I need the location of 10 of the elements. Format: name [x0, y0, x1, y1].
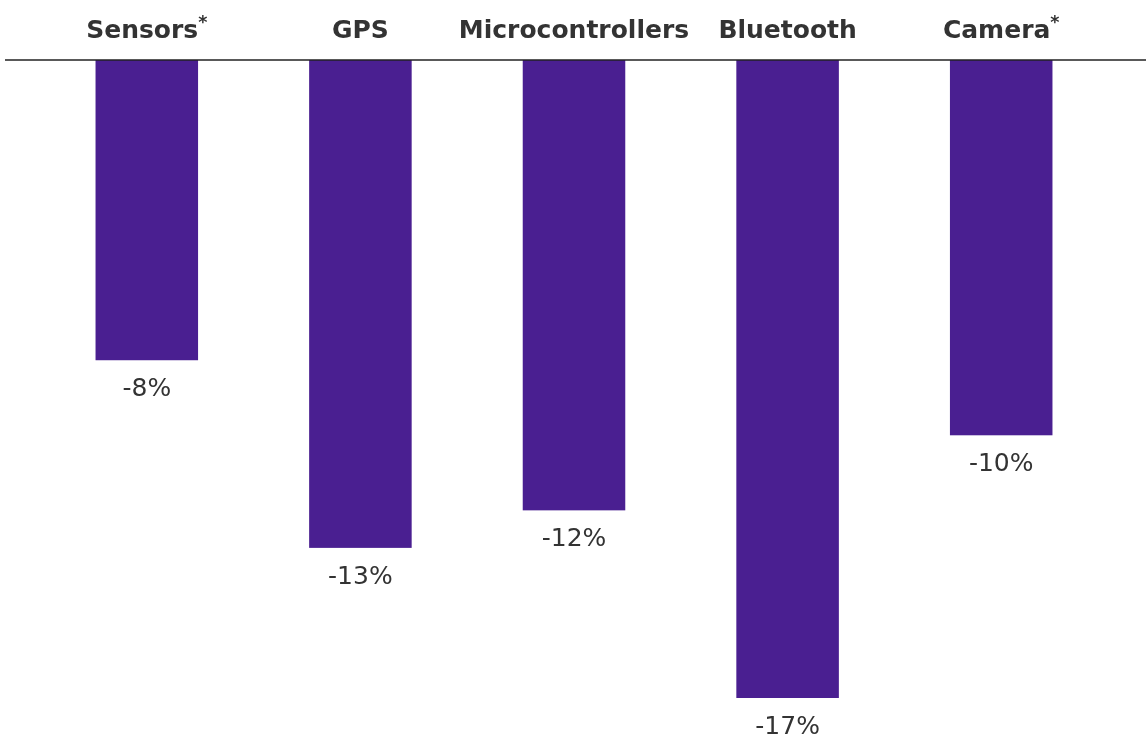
- data-label: -13%: [328, 560, 393, 590]
- x-tick-label: Camera$^{*}$: [942, 12, 1060, 44]
- x-tick-label: Bluetooth: [718, 15, 857, 44]
- data-label: -8%: [122, 373, 172, 403]
- x-tick-label: GPS: [331, 15, 389, 44]
- data-label: -10%: [968, 448, 1034, 478]
- data-label: -17%: [755, 711, 820, 740]
- x-tick-label: Sensors$^{*}$: [86, 12, 208, 44]
- data-label: -12%: [541, 523, 607, 553]
- x-tick-label: Microcontrollers: [458, 15, 690, 44]
